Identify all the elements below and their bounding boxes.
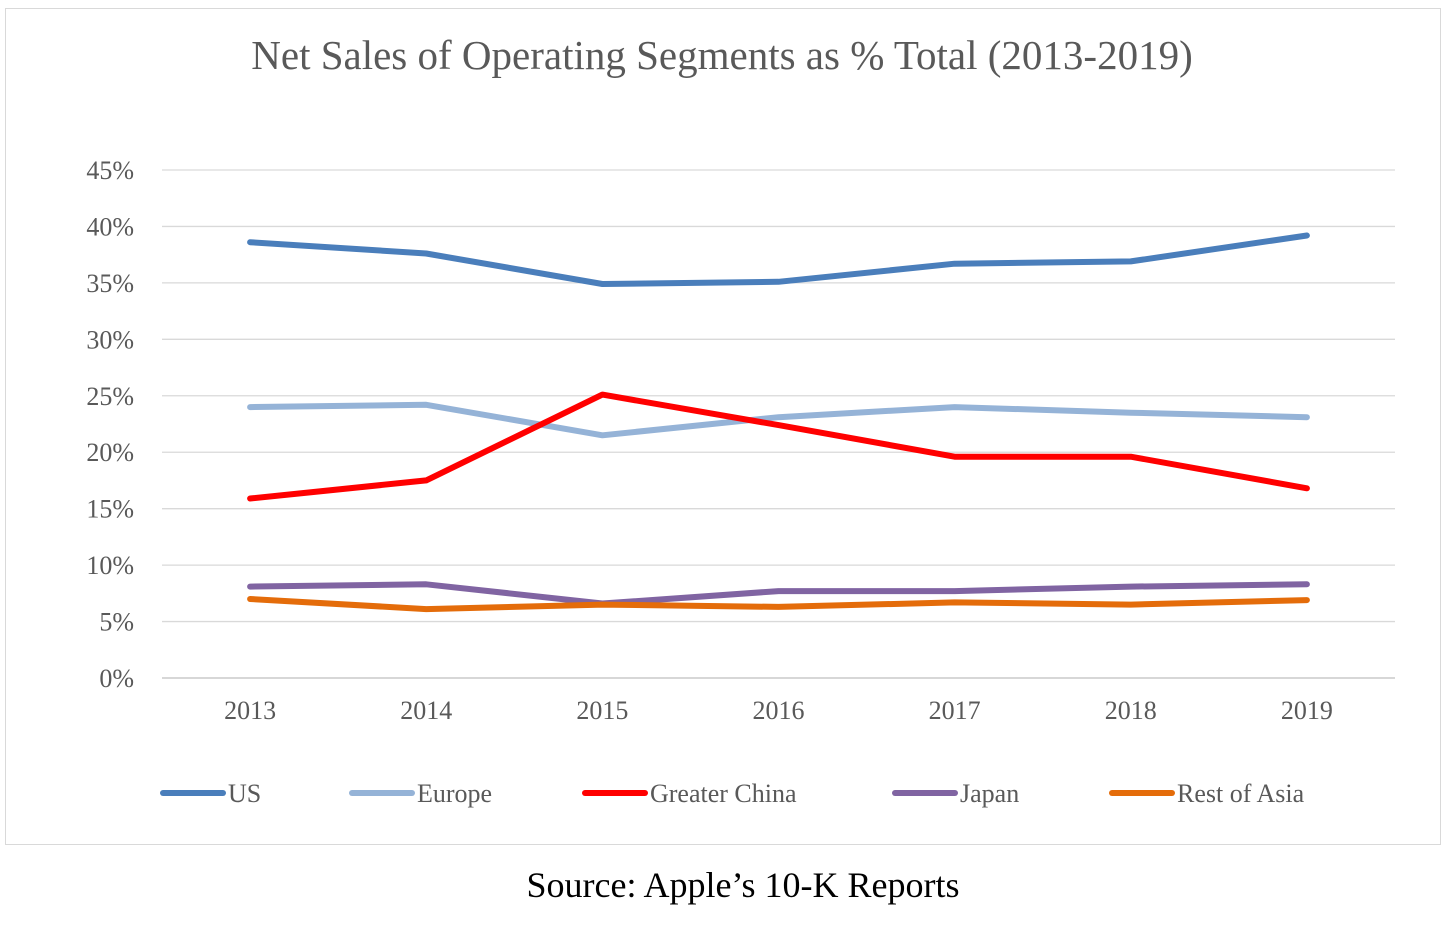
legend-entry: Europe — [349, 779, 492, 808]
legend-label: US — [228, 779, 261, 808]
legend-entry: Greater China — [582, 779, 797, 808]
y-axis-ticks: 0% 5% 10% 15% 20% 25% 30% 35% 40% 45% — [86, 156, 134, 693]
x-tick-label: 2017 — [929, 696, 981, 725]
legend-entry: US — [160, 779, 261, 808]
y-tick-label: 45% — [86, 156, 134, 185]
x-tick-label: 2015 — [576, 696, 628, 725]
y-tick-label: 25% — [86, 382, 134, 411]
series-line-europe — [247, 401, 1310, 439]
y-tick-label: 10% — [86, 551, 134, 580]
chart-area: Net Sales of Operating Segments as % Tot… — [5, 8, 1441, 845]
legend-entry: Rest of Asia — [1109, 779, 1305, 808]
y-tick-label: 40% — [86, 212, 134, 241]
legend: US Europe Greater China Japan Rest of Asia — [160, 779, 1305, 808]
x-tick-label: 2016 — [753, 696, 805, 725]
y-tick-label: 20% — [86, 438, 134, 467]
series-line-japan — [247, 581, 1310, 607]
x-tick-label: 2014 — [400, 696, 452, 725]
source-caption: Source: Apple’s 10-K Reports — [526, 865, 960, 905]
series-line-us — [247, 232, 1310, 287]
series-lines — [247, 232, 1310, 613]
x-tick-label: 2019 — [1281, 696, 1333, 725]
x-axis-ticks: 2013 2014 2015 2016 2017 2018 2019 — [224, 696, 1333, 725]
gridlines — [162, 169, 1395, 679]
x-tick-label: 2018 — [1105, 696, 1157, 725]
series-line-rest-of-asia — [247, 596, 1310, 613]
x-tick-label: 2013 — [224, 696, 276, 725]
y-tick-label: 0% — [99, 664, 134, 693]
series-line-greater-china — [247, 391, 1310, 502]
legend-label: Rest of Asia — [1177, 779, 1305, 808]
y-tick-label: 35% — [86, 269, 134, 298]
legend-label: Greater China — [650, 779, 797, 808]
legend-label: Europe — [417, 779, 492, 808]
y-tick-label: 30% — [86, 325, 134, 354]
y-tick-label: 5% — [99, 608, 134, 637]
line-chart: Net Sales of Operating Segments as % Tot… — [86, 32, 1395, 808]
chart-title: Net Sales of Operating Segments as % Tot… — [251, 32, 1192, 78]
legend-label: Japan — [960, 779, 1019, 808]
legend-entry: Japan — [892, 779, 1019, 808]
y-tick-label: 15% — [86, 495, 134, 524]
